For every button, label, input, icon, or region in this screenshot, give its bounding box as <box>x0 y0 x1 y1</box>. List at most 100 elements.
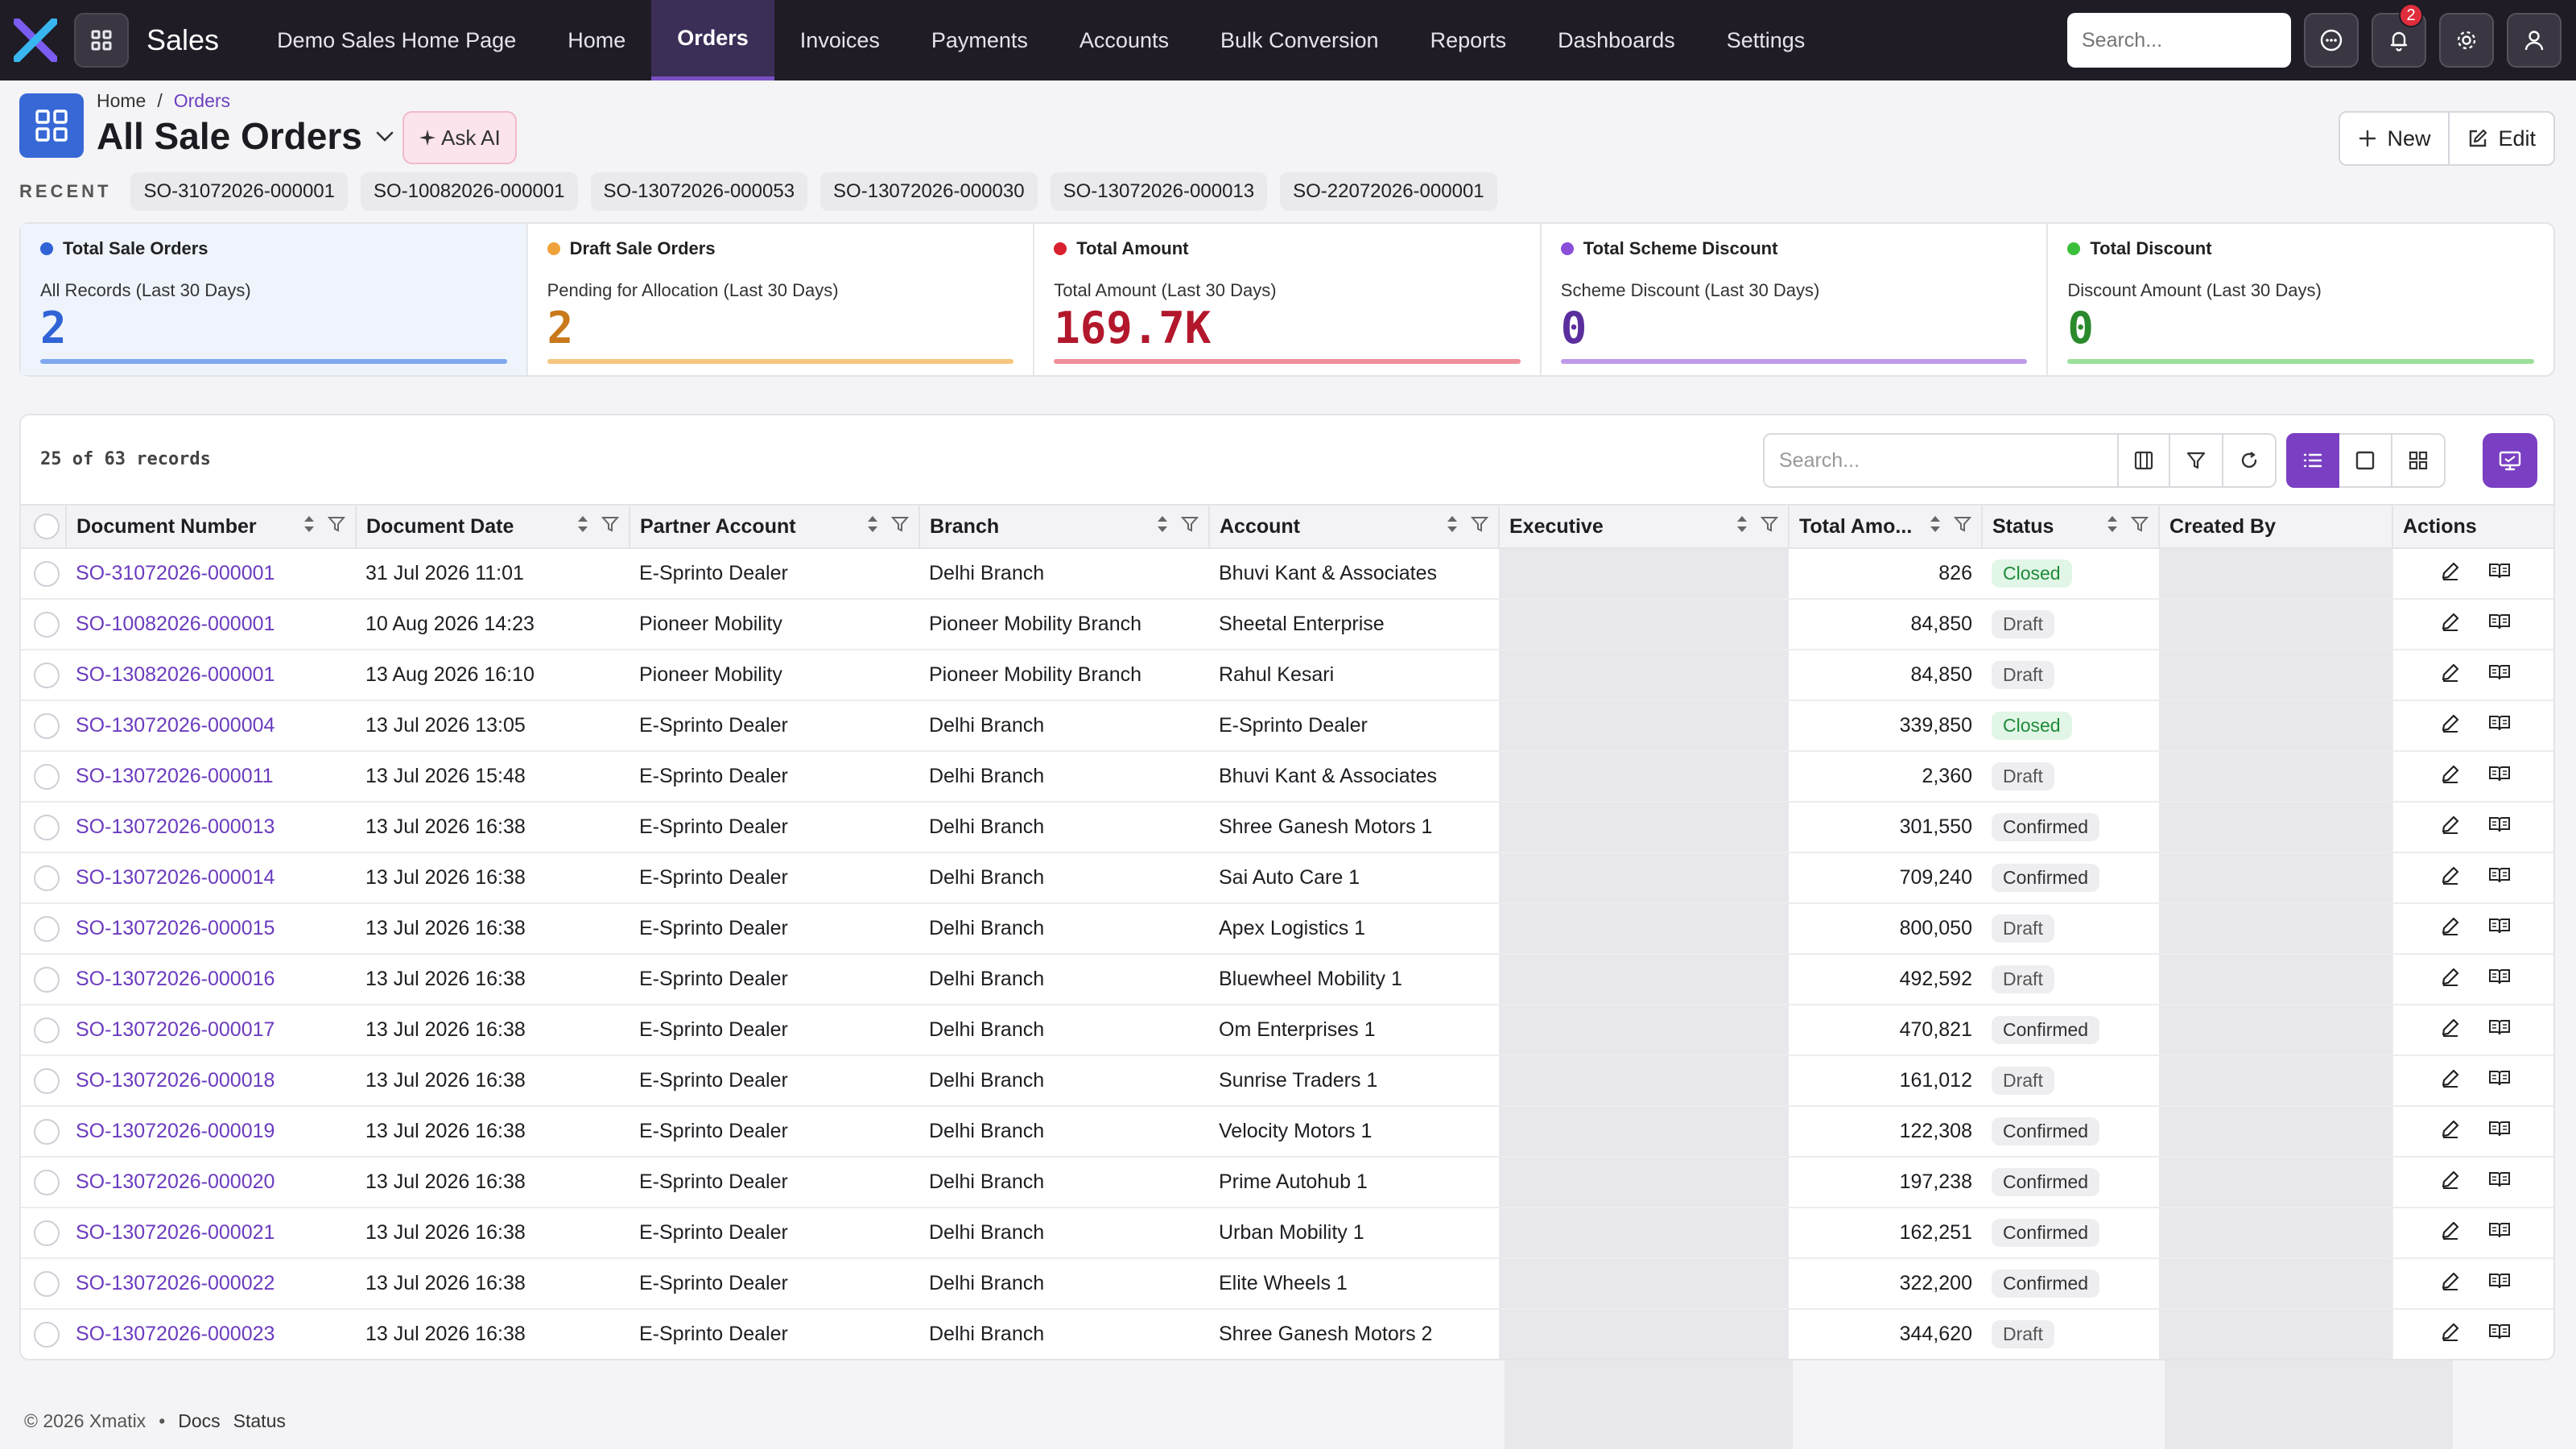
edit-icon[interactable] <box>2440 763 2461 790</box>
row-checkbox[interactable] <box>34 1017 60 1043</box>
document-number-link[interactable]: SO-13072026-000015 <box>66 903 356 955</box>
column-filter-icon[interactable] <box>1180 515 1199 539</box>
column-header-document-date[interactable]: Document Date <box>355 504 630 549</box>
view-details-icon[interactable] <box>2488 865 2511 891</box>
view-details-icon[interactable] <box>2488 1270 2511 1297</box>
view-details-icon[interactable] <box>2488 1017 2511 1043</box>
recent-chip[interactable]: SO-31072026-000001 <box>130 172 348 211</box>
row-checkbox[interactable] <box>34 1118 60 1145</box>
presentation-button[interactable] <box>2483 433 2537 488</box>
view-details-icon[interactable] <box>2488 712 2511 739</box>
grid-view-button[interactable] <box>2392 433 2446 488</box>
column-filter-icon[interactable] <box>601 515 620 539</box>
table-row[interactable]: SO-13072026-000011 13 Jul 2026 15:48 E-Spr… <box>21 751 2553 803</box>
edit-icon[interactable] <box>2440 1220 2461 1246</box>
recent-chip[interactable]: SO-22072026-000001 <box>1280 172 1497 211</box>
select-all-checkbox[interactable] <box>34 514 60 539</box>
recent-chip[interactable]: SO-10082026-000001 <box>360 172 578 211</box>
sort-icon[interactable] <box>2105 514 2120 540</box>
view-details-icon[interactable] <box>2488 611 2511 638</box>
row-checkbox[interactable] <box>34 560 60 587</box>
view-details-icon[interactable] <box>2488 560 2511 587</box>
stat-card-total-discount[interactable]: Total Discount Discount Amount (Last 30 D… <box>2046 224 2553 375</box>
column-filter-icon[interactable] <box>890 515 910 539</box>
edit-icon[interactable] <box>2440 1321 2461 1348</box>
refresh-button[interactable] <box>2223 433 2277 488</box>
settings-button[interactable] <box>2439 13 2494 68</box>
view-details-icon[interactable] <box>2488 915 2511 942</box>
document-number-link[interactable]: SO-13072026-000013 <box>66 802 356 853</box>
list-view-button[interactable] <box>2286 433 2339 488</box>
global-search-input[interactable] <box>2067 13 2291 68</box>
chat-button[interactable] <box>2304 13 2359 68</box>
single-view-button[interactable] <box>2339 433 2392 488</box>
row-checkbox[interactable] <box>34 1220 60 1246</box>
edit-icon[interactable] <box>2440 1118 2461 1145</box>
column-filter-icon[interactable] <box>327 515 346 539</box>
row-checkbox[interactable] <box>34 915 60 942</box>
document-number-link[interactable]: SO-13072026-000020 <box>66 1157 356 1208</box>
nav-item-payments[interactable]: Payments <box>931 27 1028 52</box>
footer-docs-link[interactable]: Docs <box>178 1410 221 1431</box>
column-header-total-amo[interactable]: Total Amo... <box>1788 504 1982 549</box>
new-button[interactable]: New <box>2340 113 2448 164</box>
nav-item-reports[interactable]: Reports <box>1430 27 1507 52</box>
sort-icon[interactable] <box>1928 514 1942 540</box>
nav-item-dashboards[interactable]: Dashboards <box>1558 27 1675 52</box>
row-checkbox[interactable] <box>34 1169 60 1195</box>
column-filter-icon[interactable] <box>2130 515 2149 539</box>
view-details-icon[interactable] <box>2488 662 2511 688</box>
app-launcher-button[interactable] <box>74 13 129 68</box>
nav-item-demo-sales-home-page[interactable]: Demo Sales Home Page <box>277 27 517 52</box>
table-row[interactable]: SO-13072026-000015 13 Jul 2026 16:38 E-Spr… <box>21 903 2553 955</box>
document-number-link[interactable]: SO-13082026-000001 <box>66 650 356 701</box>
document-number-link[interactable]: SO-13072026-000019 <box>66 1106 356 1158</box>
column-filter-icon[interactable] <box>1953 515 1972 539</box>
view-details-icon[interactable] <box>2488 763 2511 790</box>
table-row[interactable]: SO-10082026-000001 10 Aug 2026 14:23 Pione… <box>21 599 2553 650</box>
edit-button[interactable]: Edit <box>2448 113 2553 164</box>
row-checkbox[interactable] <box>34 763 60 790</box>
document-number-link[interactable]: SO-13072026-000016 <box>66 954 356 1005</box>
table-row[interactable]: SO-13072026-000017 13 Jul 2026 16:38 E-Spr… <box>21 1005 2553 1056</box>
document-number-link[interactable]: SO-13072026-000011 <box>66 751 356 803</box>
stat-card-total-sale-orders[interactable]: Total Sale Orders All Records (Last 30 Da… <box>21 224 526 375</box>
notifications-button[interactable]: 2 <box>2372 3 2426 68</box>
row-checkbox[interactable] <box>34 611 60 638</box>
row-checkbox[interactable] <box>34 814 60 840</box>
view-details-icon[interactable] <box>2488 1220 2511 1246</box>
edit-icon[interactable] <box>2440 915 2461 942</box>
document-number-link[interactable]: SO-13072026-000004 <box>66 700 356 752</box>
breadcrumb-home[interactable]: Home <box>97 90 147 111</box>
filter-button[interactable] <box>2170 433 2223 488</box>
view-details-icon[interactable] <box>2488 1067 2511 1094</box>
row-checkbox[interactable] <box>34 1270 60 1297</box>
recent-chip[interactable]: SO-13072026-000013 <box>1050 172 1268 211</box>
column-header-branch[interactable]: Branch <box>919 504 1209 549</box>
edit-icon[interactable] <box>2440 1017 2461 1043</box>
table-row[interactable]: SO-13082026-000001 13 Aug 2026 16:10 Pione… <box>21 650 2553 701</box>
column-chooser-button[interactable] <box>2117 433 2170 488</box>
column-header-document-number[interactable]: Document Number <box>65 504 356 549</box>
column-filter-icon[interactable] <box>1470 515 1489 539</box>
document-number-link[interactable]: SO-13072026-000021 <box>66 1208 356 1259</box>
sort-icon[interactable] <box>865 514 880 540</box>
document-number-link[interactable]: SO-13072026-000017 <box>66 1005 356 1056</box>
edit-icon[interactable] <box>2440 865 2461 891</box>
row-checkbox[interactable] <box>34 1067 60 1094</box>
table-row[interactable]: SO-13072026-000013 13 Jul 2026 16:38 E-Spr… <box>21 802 2553 853</box>
recent-chip[interactable]: SO-13072026-000030 <box>820 172 1038 211</box>
nav-item-orders[interactable]: Orders <box>651 0 774 80</box>
table-row[interactable]: SO-13072026-000004 13 Jul 2026 13:05 E-Spr… <box>21 700 2553 752</box>
view-details-icon[interactable] <box>2488 814 2511 840</box>
column-header-created-by[interactable]: Created By <box>2158 504 2392 549</box>
table-row[interactable]: SO-13072026-000021 13 Jul 2026 16:38 E-Spr… <box>21 1208 2553 1259</box>
table-row[interactable]: SO-13072026-000022 13 Jul 2026 16:38 E-Spr… <box>21 1258 2553 1310</box>
edit-icon[interactable] <box>2440 1067 2461 1094</box>
table-search-input[interactable]: Search... <box>1763 433 2117 488</box>
table-row[interactable]: SO-13072026-000020 13 Jul 2026 16:38 E-Spr… <box>21 1157 2553 1208</box>
nav-item-settings[interactable]: Settings <box>1726 27 1806 52</box>
table-row[interactable]: SO-13072026-000016 13 Jul 2026 16:38 E-Spr… <box>21 954 2553 1005</box>
edit-icon[interactable] <box>2440 1270 2461 1297</box>
edit-icon[interactable] <box>2440 966 2461 993</box>
